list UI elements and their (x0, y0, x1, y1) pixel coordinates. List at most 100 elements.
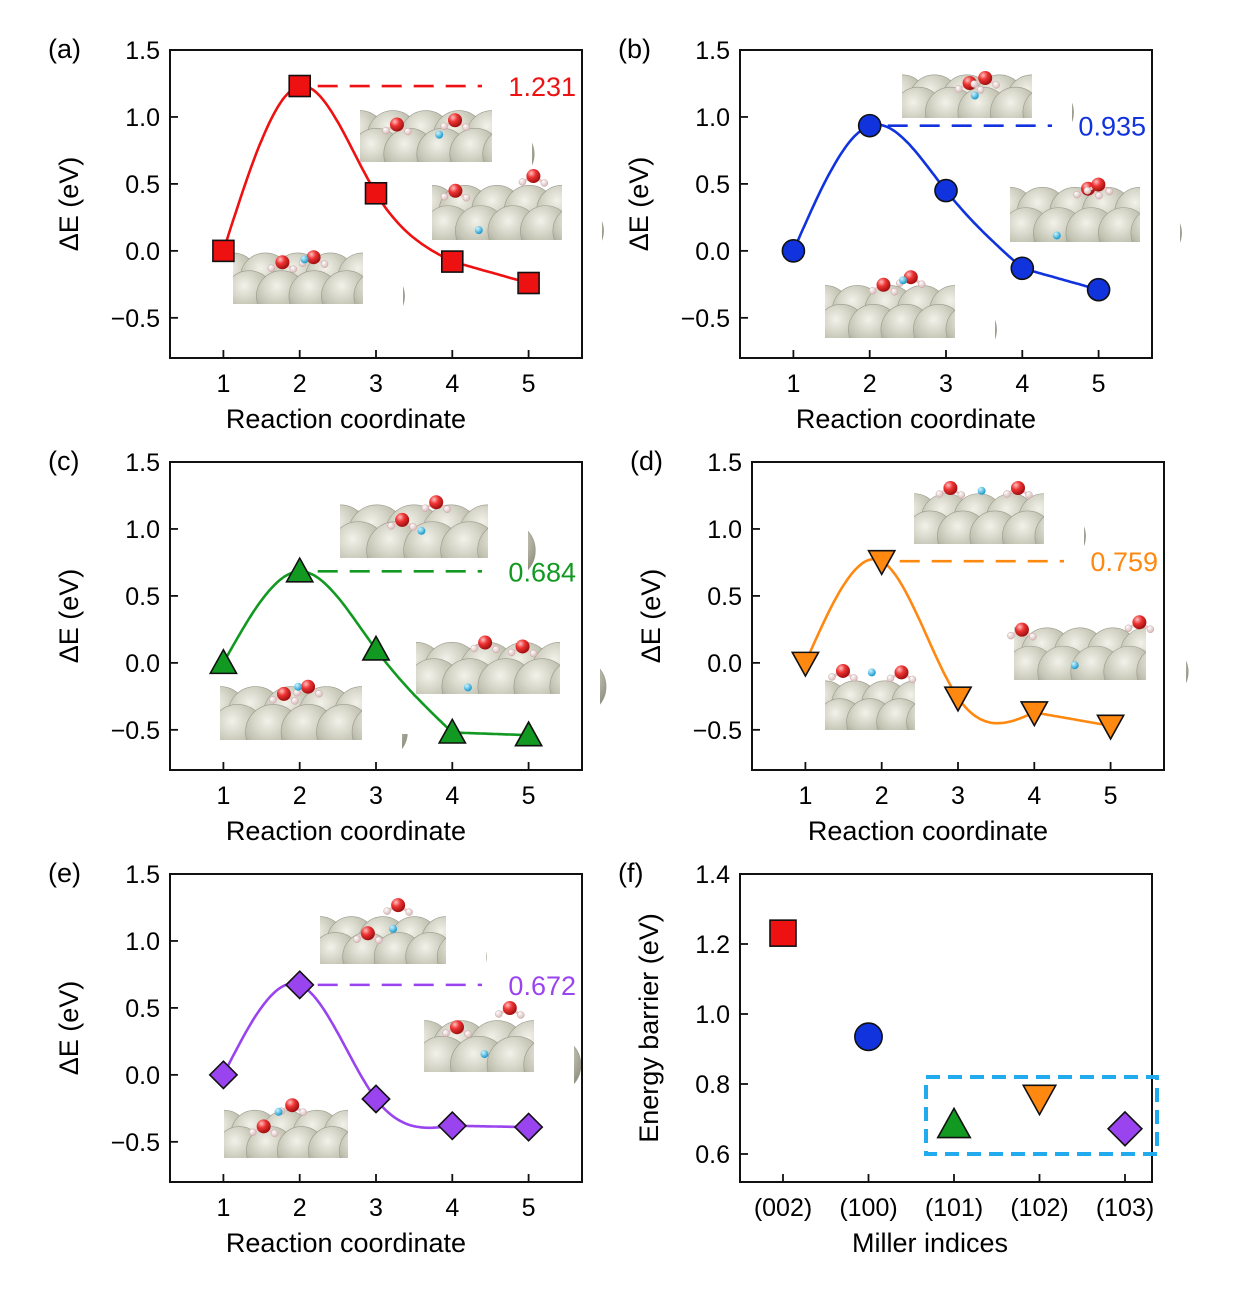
x-tick-label: 5 (522, 782, 536, 810)
structure-snapshot (376, 627, 607, 734)
x-tick-label: 4 (445, 782, 459, 810)
surface-mask (785, 266, 825, 378)
oxygen-atom (903, 270, 918, 285)
hydrogen-atom (440, 193, 449, 201)
oxygen-atom (1011, 481, 1025, 495)
hydrogen-atom (464, 1030, 472, 1038)
data-point (781, 239, 806, 263)
oxygen-atom (876, 277, 891, 292)
metal-surface-slab (300, 490, 536, 598)
adatom (867, 668, 876, 677)
hydrogen-atom (375, 936, 383, 945)
x-tick-label: (101) (925, 1194, 983, 1222)
hydrogen-atom (421, 504, 429, 512)
surface-mask (446, 898, 486, 1004)
oxygen-atom (276, 686, 291, 701)
hydrogen-atom (289, 265, 298, 273)
surface-mask (862, 60, 902, 158)
y-axis-label: ΔE (eV) (636, 569, 666, 664)
data-point (854, 1022, 883, 1052)
y-tick-label: 0.5 (125, 995, 160, 1023)
highlight-box (924, 1075, 1159, 1156)
surface-mask (488, 490, 528, 598)
oxygen-atom (502, 1001, 517, 1015)
hydrogen-atom (518, 178, 527, 186)
surface-mask (560, 627, 600, 734)
structure-snapshot (180, 670, 408, 780)
x-tick-label: 3 (951, 782, 965, 810)
data-point (936, 1106, 972, 1139)
y-tick-label: 1.5 (125, 861, 160, 889)
y-tick-label: 1.0 (707, 516, 742, 544)
y-tick-label: 1.2 (695, 931, 730, 959)
adatom (389, 924, 398, 933)
x-tick-label: 5 (522, 370, 536, 398)
panel-d: (d) 1.5 1.0 0.5 0.0 −0.5 ΔE (eV) 1 2 3 4 5 Reaction … (630, 446, 1189, 846)
x-axis-label: Reaction coordinate (226, 816, 466, 846)
data-point (790, 651, 820, 678)
hydrogen-atom (267, 264, 276, 272)
data-point (1106, 1110, 1144, 1147)
oxygen-atom (1014, 622, 1029, 637)
adatom (300, 255, 309, 264)
metal-surface-slab (193, 234, 405, 344)
adatom (977, 486, 986, 495)
y-tick-label: 1.4 (695, 861, 730, 889)
oxygen-atom (389, 117, 404, 132)
metal-surface-slab (384, 1006, 582, 1112)
water-molecule (442, 1020, 472, 1038)
x-axis-label: Reaction coordinate (808, 816, 1048, 846)
hydrogen-atom (382, 126, 390, 135)
y-tick-label: 0.0 (125, 238, 160, 266)
hydrogen-atom (992, 81, 1000, 89)
water-molecule (518, 169, 549, 187)
hydrogen-atom (1025, 491, 1033, 499)
structure-snapshot (970, 166, 1182, 282)
structure-snapshot (862, 60, 1074, 158)
adatom (435, 130, 444, 139)
data-point (285, 556, 315, 583)
water-molecule (507, 639, 538, 658)
hydrogen-atom (828, 673, 836, 681)
x-tick-label: 2 (863, 370, 877, 398)
panel-label: (e) (48, 858, 81, 888)
x-axis-label: Miller indices (852, 1228, 1008, 1258)
x-tick-label: 5 (1104, 782, 1118, 810)
hydrogen-atom (462, 194, 471, 202)
y-tick-label: −0.5 (111, 305, 160, 333)
hydrogen-atom (507, 648, 516, 657)
surface-mask (376, 627, 416, 734)
metal-surface-slab (785, 266, 997, 378)
hydrogen-atom (1029, 632, 1037, 641)
data-point (364, 181, 388, 205)
oxygen-atom (301, 679, 316, 694)
y-axis-label: ΔE (eV) (624, 157, 654, 252)
y-tick-label: −0.5 (111, 717, 160, 745)
hydrogen-atom (495, 1010, 503, 1018)
adatom (274, 1107, 283, 1116)
x-axis-label: Reaction coordinate (796, 404, 1036, 434)
panel-label: (c) (48, 446, 79, 476)
hydrogen-atom (1095, 191, 1103, 200)
surface-mask (1044, 475, 1084, 584)
panel-c: (c) 1.5 1.0 0.5 0.0 −0.5 ΔE (eV) 1 2 3 4 5 Reaction … (48, 446, 607, 846)
oxygen-atom (515, 639, 530, 654)
x-tick-label: 4 (1027, 782, 1041, 810)
y-tick-label: 0.0 (707, 650, 742, 678)
adatom (294, 682, 303, 691)
surface-mask (384, 1006, 424, 1112)
oxygen-atom (894, 665, 909, 680)
data-point (284, 970, 315, 1000)
surface-mask (184, 1091, 224, 1198)
surface-mask (534, 1006, 574, 1112)
hydrogen-atom (976, 86, 985, 94)
adatom (1052, 231, 1061, 240)
y-tick-label: 0.5 (707, 583, 742, 611)
water-molecule (293, 679, 323, 698)
metal-surface-slab (970, 166, 1182, 282)
water-molecule (421, 495, 451, 513)
water-molecule (1083, 177, 1114, 196)
x-tick-label: 1 (798, 782, 812, 810)
y-tick-label: 0.5 (125, 171, 160, 199)
